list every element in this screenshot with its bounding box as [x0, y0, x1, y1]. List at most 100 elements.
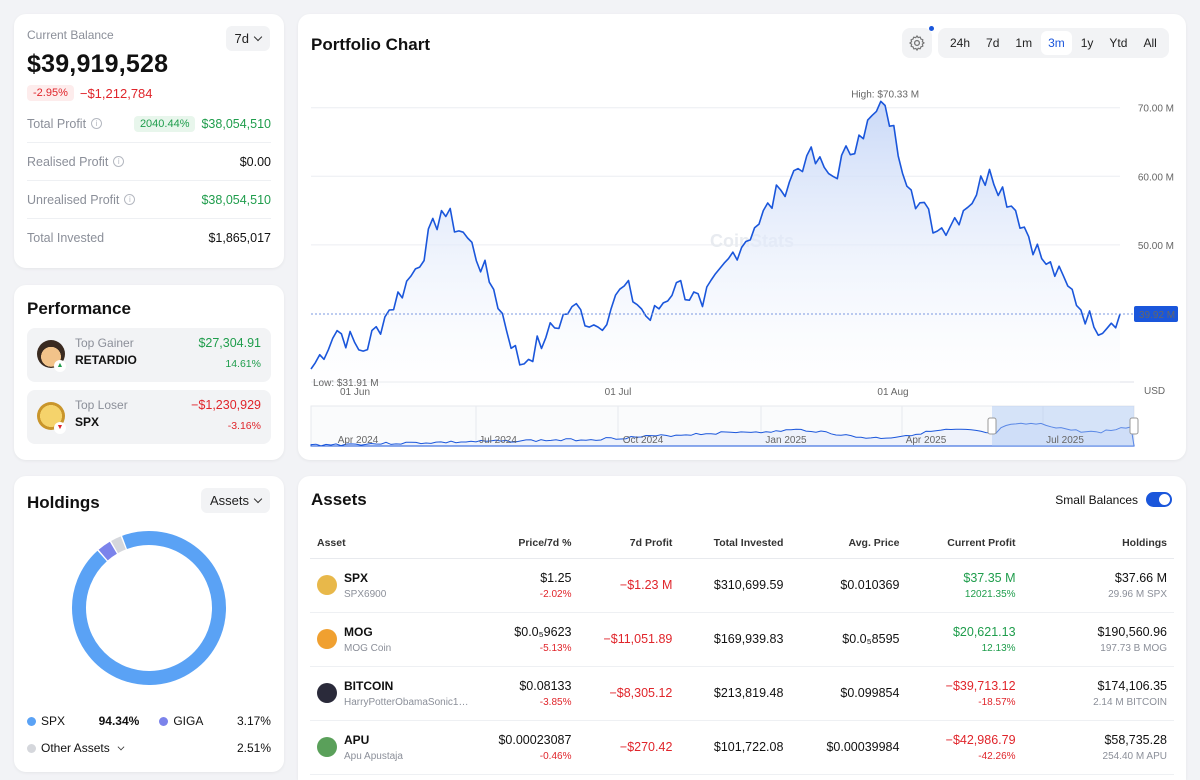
asset-symbol: APU [344, 732, 370, 747]
asset-invested: $169,939.83 [679, 612, 791, 667]
info-icon[interactable]: i [124, 194, 136, 205]
asset-current-profit: −$39,713.12 [945, 678, 1016, 693]
navigator-tick-label: Apr 2024 [338, 435, 379, 446]
balance-row-label: Unrealised Profit [27, 192, 120, 207]
chevron-down-icon [253, 494, 263, 504]
asset-fullname: SPX6900 [344, 588, 387, 600]
asset-avg-price: $0.010369 [790, 558, 907, 613]
holdings-card: Holdings Assets SPX 94.34% GIGA 3.17% Ot… [14, 476, 284, 772]
balance-label: Current Balance [27, 28, 114, 42]
legend-row-2[interactable]: Other Assets 2.51% [27, 741, 271, 755]
top-gainer-name: RETARDIO [75, 353, 137, 367]
current-value-badge [1134, 305, 1178, 322]
x-tick-label: 01 Jul [605, 387, 632, 398]
navigator-left-handle[interactable] [987, 417, 997, 435]
asset-cell: SPX SPX6900 [310, 558, 478, 613]
balance-row-value: $38,054,510 [201, 192, 271, 207]
balance-row: Total Invested $1,865,017 [27, 219, 271, 257]
column-header[interactable]: Current Profit [906, 528, 1023, 559]
y-tick-label: 50.00 M [1138, 241, 1174, 252]
price-cell: $0.08133 -3.85% [477, 666, 579, 721]
table-row[interactable]: APU Apu Apustaja $0.00023087 -0.46% −$27… [310, 720, 1174, 775]
current-profit-cell: $20,621.13 12.13% [906, 612, 1023, 667]
profit-pct-pill: 2040.44% [133, 115, 196, 132]
asset-price-pct: -2.02% [539, 588, 572, 600]
timeframe-ytd[interactable]: Ytd [1109, 36, 1128, 50]
top-loser-item[interactable]: ▼ Top Loser SPX −$1,230,929 -3.16% [27, 390, 271, 444]
x-tick-label: 01 Aug [877, 387, 908, 398]
legend-other-pct: 2.51% [236, 741, 271, 755]
donut-slice-giga [98, 541, 118, 561]
asset-symbol: BITCOIN [344, 678, 394, 693]
timeframe-all[interactable]: All [1143, 36, 1157, 50]
column-header[interactable]: Price/7d % [477, 528, 579, 559]
column-header[interactable]: 7d Profit [578, 528, 680, 559]
top-gainer-item[interactable]: ▲ Top Gainer RETARDIO $27,304.91 14.61% [27, 328, 271, 382]
gear-icon [909, 35, 925, 51]
column-header[interactable]: Total Invested [679, 528, 791, 559]
timeframe-1y[interactable]: 1y [1080, 36, 1094, 50]
performance-card: Performance ▲ Top Gainer RETARDIO $27,30… [14, 285, 284, 460]
asset-cell: APU Apu Apustaja [310, 720, 478, 775]
assets-table-header: Asset Price/7d % 7d Profit Total Invested Av… [310, 528, 1174, 559]
info-icon[interactable]: i [113, 156, 125, 167]
y-tick-label: 60.00 M [1138, 172, 1174, 183]
column-header[interactable]: Holdings [1022, 528, 1174, 559]
asset-symbol: SPX [344, 570, 369, 585]
top-loser-pct: -3.16% [227, 420, 261, 432]
asset-price: $1.25 [540, 570, 572, 585]
table-row[interactable]: MOG MOG Coin $0.0₅9623 -5.13% −$11,051.8… [310, 612, 1174, 667]
holdings-title: Holdings [27, 493, 100, 512]
holdings-cell: $174,106.35 2.14 M BITCOIN [1022, 666, 1174, 721]
top-gainer-label: Top Gainer [75, 336, 134, 350]
asset-current-profit: −$42,986.79 [945, 732, 1016, 747]
legend-giga-name: GIGA [173, 714, 204, 728]
top-loser-value: −$1,230,929 [191, 398, 261, 412]
asset-current-profit-pct: -42.26% [978, 750, 1016, 762]
chevron-down-icon[interactable] [117, 743, 125, 750]
y-axis-ticks: 70.00 M 60.00 M 50.00 M [1138, 104, 1174, 252]
high-label: High: $70.33 M [851, 89, 919, 100]
column-header[interactable]: Avg. Price [790, 528, 907, 559]
asset-7d-profit: −$8,305.12 [578, 666, 680, 721]
navigator-tick-label: Jul 2024 [479, 435, 517, 446]
legend-giga-pct: 3.17% [236, 714, 271, 728]
donut-slice-other-assets [111, 536, 126, 554]
asset-price: $0.00023087 [498, 732, 572, 747]
timeframe-1m[interactable]: 1m [1015, 36, 1033, 50]
asset-cell: BITCOIN HarryPotterObamaSonic10Inu [310, 666, 478, 721]
holdings-filter-dropdown[interactable]: Assets [200, 488, 270, 513]
assets-title: Assets [311, 490, 367, 509]
top-gainer-value: $27,304.91 [198, 336, 261, 350]
timeframe-24h[interactable]: 24h [950, 36, 971, 50]
asset-current-profit-pct: -18.57% [978, 696, 1016, 708]
asset-price-pct: -0.46% [539, 750, 572, 762]
legend-row-1: SPX 94.34% GIGA 3.17% [27, 714, 271, 728]
up-arrow-icon: ▲ [54, 360, 66, 372]
holdings-donut-chart [72, 531, 226, 685]
balance-period-dropdown[interactable]: 7d [225, 26, 270, 51]
navigator-ticks: Apr 2024 Jul 2024 Oct 2024 Jan 2025 Apr 2025… [338, 435, 1085, 446]
table-row[interactable]: BITCOIN HarryPotterObamaSonic10Inu $0.08… [310, 666, 1174, 721]
balance-row-value: $38,054,510 [201, 116, 271, 131]
column-header[interactable]: Asset [310, 528, 478, 559]
asset-holdings-sub: 197.73 B MOG [1100, 642, 1167, 654]
timeframe-7d[interactable]: 7d [986, 36, 1000, 50]
navigator-right-handle[interactable] [1129, 417, 1139, 435]
asset-current-profit: $20,621.13 [952, 624, 1016, 639]
portfolio-area-fill [311, 101, 1120, 395]
navigator-selection[interactable] [992, 406, 1134, 446]
holdings-filter-value: Assets [209, 493, 249, 508]
assets-table-body: SPX SPX6900 $1.25 -2.02% −$1.23 M $310,6… [310, 558, 1174, 775]
asset-7d-profit: −$11,051.89 [578, 612, 680, 667]
small-balances-toggle[interactable] [1146, 492, 1172, 507]
chart-title: Portfolio Chart [311, 35, 430, 54]
top-gainer-pct: 14.61% [225, 358, 261, 370]
info-icon[interactable]: i [91, 118, 103, 129]
chart-settings-button[interactable] [902, 26, 934, 58]
navigator-tick-label: Apr 2025 [906, 435, 947, 446]
asset-holdings-sub: 254.40 M APU [1102, 750, 1167, 762]
legend-dot-other [27, 743, 36, 753]
timeframe-3m[interactable]: 3m [1041, 31, 1072, 55]
table-row[interactable]: SPX SPX6900 $1.25 -2.02% −$1.23 M $310,6… [310, 558, 1174, 613]
